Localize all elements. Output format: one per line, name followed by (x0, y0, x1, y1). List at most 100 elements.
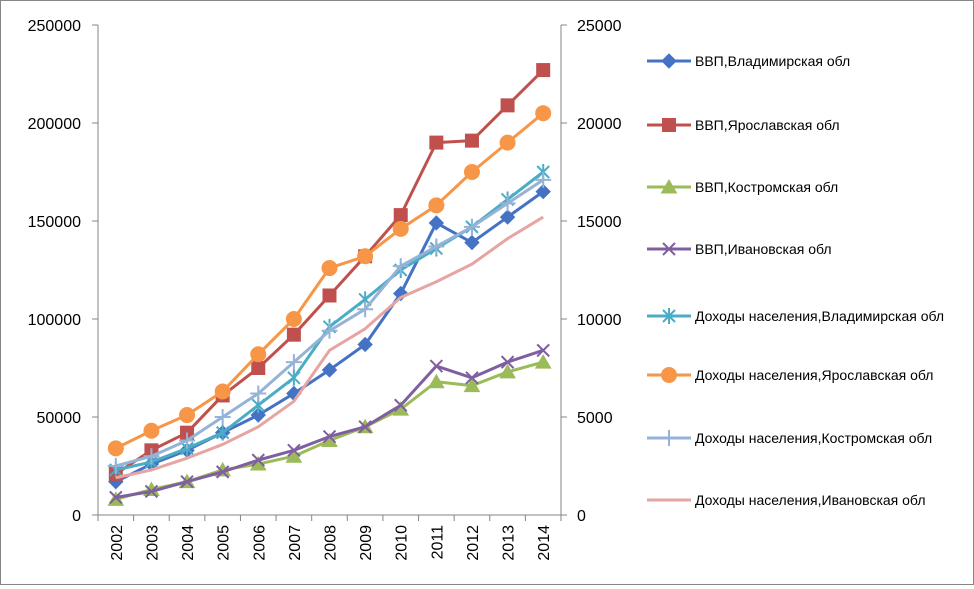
data-point (427, 373, 445, 389)
legend-label: ВВП,Владимирская обл (695, 53, 850, 69)
data-point (215, 465, 230, 479)
x-tick-label: 2008 (323, 525, 340, 561)
data-point (463, 218, 480, 235)
data-point (499, 363, 516, 379)
legend-item: Доходы населения,Ивановская обл (647, 492, 926, 508)
legend-item: Доходы населения,Ярославская обл (647, 367, 933, 383)
legend-item: ВВП,Ивановская обл (647, 241, 832, 257)
series-line (115, 360, 544, 501)
y-right-tick-label: 20000 (577, 116, 622, 133)
data-point (357, 336, 373, 353)
series-group (107, 105, 552, 457)
series-layer (107, 63, 552, 506)
x-tick-label: 2011 (429, 525, 446, 560)
data-point (285, 354, 302, 371)
data-point (286, 327, 301, 342)
y-right-tick-label: 10000 (577, 312, 622, 329)
legend-item: ВВП,Владимирская обл (647, 53, 850, 69)
data-point (179, 432, 196, 449)
data-point (357, 248, 374, 265)
legend-marker (660, 178, 678, 194)
legend-label: ВВП,Костромская обл (695, 179, 838, 195)
data-point (143, 448, 160, 465)
data-point (322, 288, 337, 303)
x-tick-label: 2014 (536, 525, 553, 561)
data-point (250, 346, 267, 363)
data-point (285, 448, 303, 463)
data-point (143, 422, 160, 439)
x-tick-label: 2009 (358, 525, 375, 561)
legend-marker (661, 53, 677, 69)
x-tick-label: 2012 (465, 525, 482, 561)
y-left-tick-label: 100000 (28, 312, 81, 329)
y-right-tick-label: 15000 (577, 214, 622, 231)
legend-marker (662, 308, 676, 324)
legend-item: Доходы населения,Костромская обл (647, 430, 932, 446)
data-point (499, 209, 516, 225)
data-point (392, 220, 409, 237)
y-left-tick-label: 250000 (28, 18, 81, 35)
data-point (428, 215, 445, 231)
data-point (250, 385, 267, 402)
data-point (429, 135, 444, 150)
data-point (428, 238, 445, 255)
data-point (464, 133, 479, 148)
y-right-tick-label: 5000 (577, 410, 613, 427)
data-point (464, 234, 480, 251)
data-point (215, 424, 230, 441)
x-tick-label: 2013 (501, 525, 518, 561)
data-point (214, 409, 231, 425)
x-tick-label: 2004 (180, 525, 197, 561)
y-left-tick-label: 50000 (37, 410, 82, 427)
data-point (144, 484, 159, 499)
data-point (429, 359, 444, 373)
axes-layer: 0 50000 100000 150000 200000 250000 0 5000 10000… (28, 18, 622, 561)
series-group (109, 164, 550, 478)
data-point (107, 440, 124, 457)
x-tick-label: 2002 (109, 525, 126, 561)
data-point (500, 98, 515, 113)
legend-marker (661, 367, 677, 383)
data-point (392, 258, 409, 275)
data-point (535, 171, 552, 188)
data-point (287, 443, 301, 458)
data-point (393, 208, 408, 223)
y-left-tick-label: 0 (72, 508, 81, 525)
series-group (109, 343, 550, 505)
legend-item: ВВП,Костромская обл (647, 178, 838, 195)
y-right-tick-label: 0 (577, 508, 586, 525)
legend-marker (661, 430, 677, 446)
legend-marker (662, 118, 676, 132)
data-point (428, 197, 445, 214)
legend-item: Доходы населения,Владимирская обл (647, 308, 944, 324)
data-point (535, 105, 552, 122)
data-point (499, 195, 516, 212)
data-point (463, 164, 480, 180)
x-tick-label: 2010 (394, 525, 411, 561)
data-point (321, 322, 338, 339)
legend-marker (662, 242, 676, 256)
legend-label: ВВП,Ивановская обл (695, 241, 832, 257)
data-point (358, 420, 372, 434)
data-point (500, 355, 515, 369)
legend: ВВП,Владимирская обл ВВП,Ярославская обл В… (647, 53, 944, 508)
data-point (465, 371, 479, 385)
legend-label: ВВП,Ярославская обл (695, 117, 840, 133)
data-point (536, 63, 551, 78)
data-point (463, 377, 481, 393)
legend-label: Доходы населения,Ярославская обл (695, 367, 933, 383)
data-point (321, 362, 338, 378)
x-tick-label: 2005 (216, 525, 233, 561)
data-point (321, 260, 338, 277)
legend-label: Доходы населения,Костромская обл (695, 430, 932, 446)
data-point (357, 301, 374, 318)
data-point (109, 490, 123, 505)
data-point (251, 453, 265, 467)
data-point (179, 407, 196, 424)
data-point (214, 383, 231, 400)
legend-label: Доходы населения,Владимирская обл (695, 308, 944, 324)
data-point (180, 474, 194, 489)
series-line (115, 112, 545, 450)
